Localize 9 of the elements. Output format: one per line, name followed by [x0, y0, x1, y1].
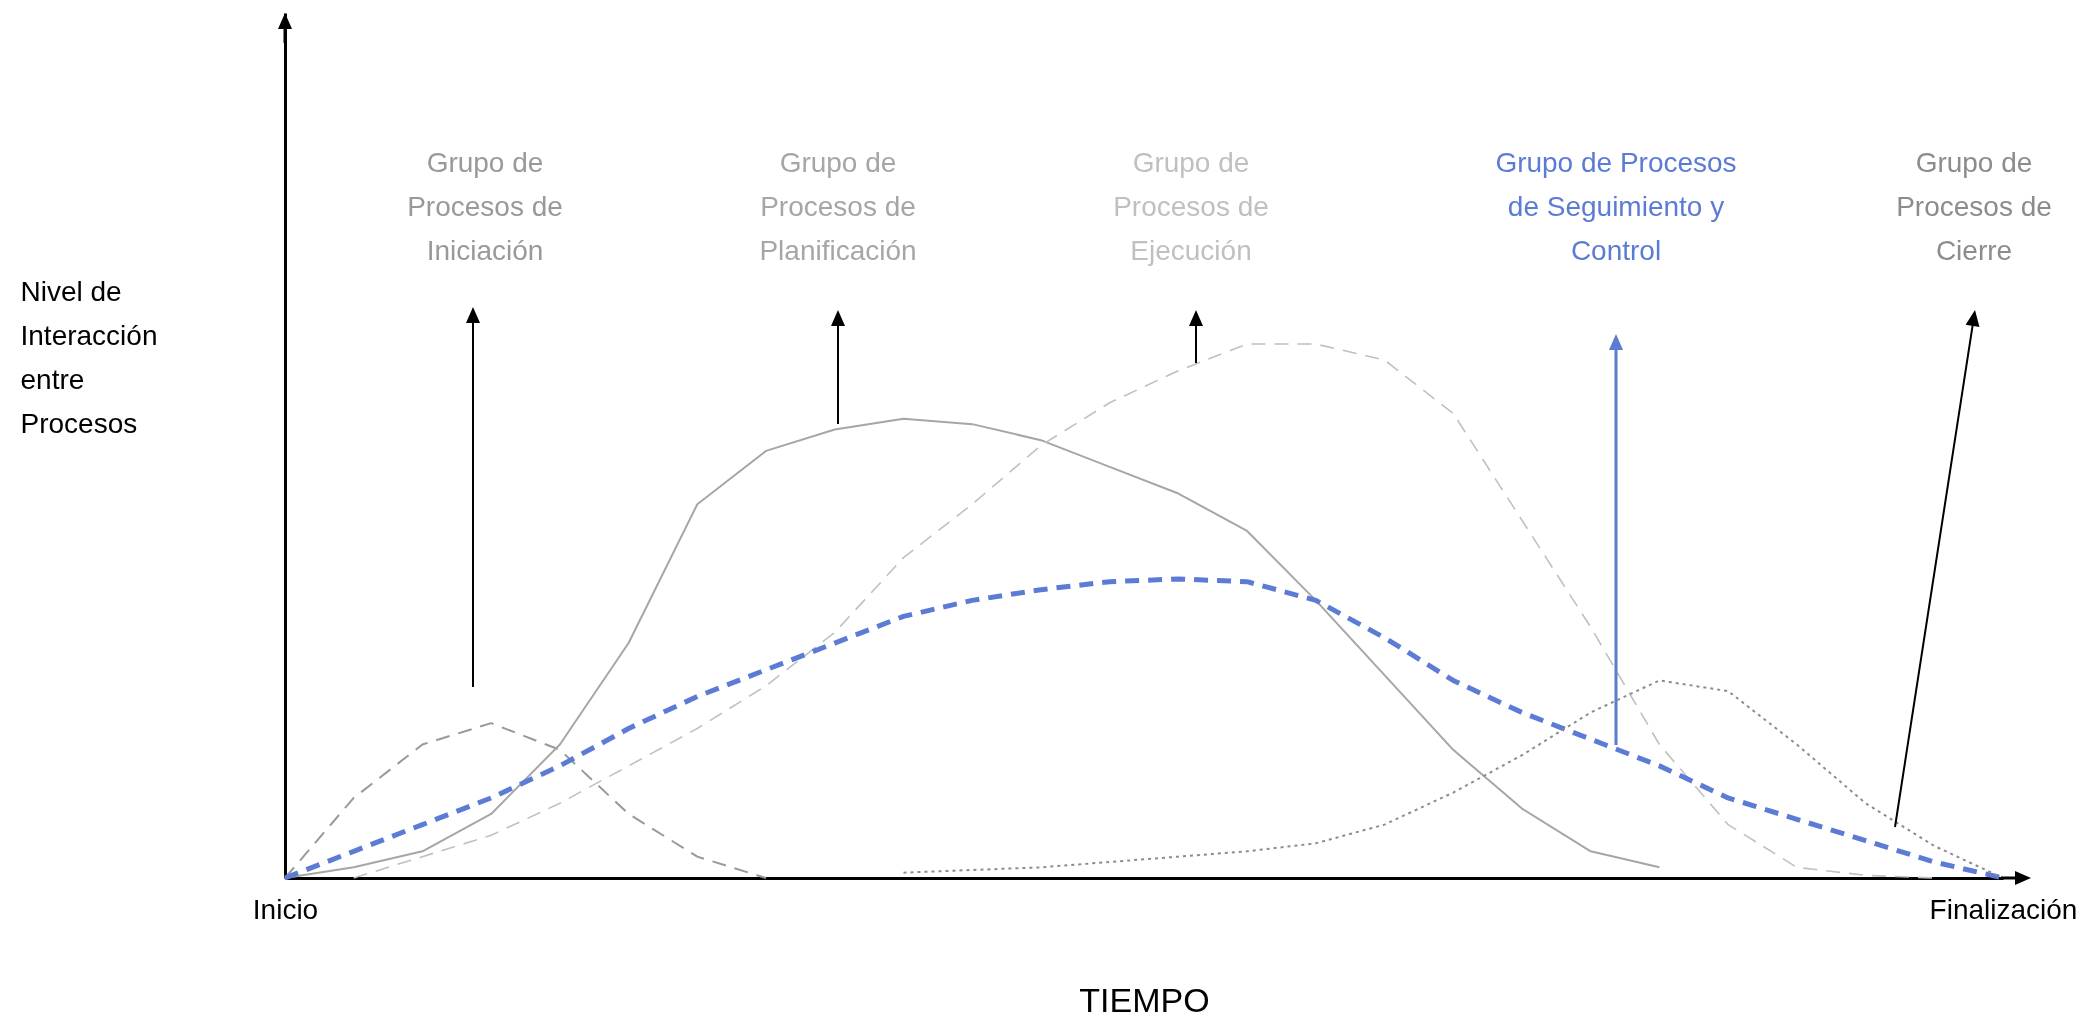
text: Grupo de Procesos de Planificación: [759, 147, 917, 266]
text: Grupo de Procesos de Ejecución: [1113, 147, 1269, 266]
y-axis-title: Nivel de Interacción entre Procesos: [20, 275, 158, 439]
text: Grupo de Procesos de Cierre: [1896, 147, 2052, 266]
x-tick-label: Inicio: [252, 893, 319, 925]
x-axis-title: TIEMPO: [1079, 980, 1210, 1019]
x-tick-label: Finalización: [1929, 893, 2078, 925]
text: Grupo de Procesos de Seguimiento y Control: [1495, 147, 1737, 266]
text: Grupo de Procesos de Iniciación: [407, 147, 563, 266]
